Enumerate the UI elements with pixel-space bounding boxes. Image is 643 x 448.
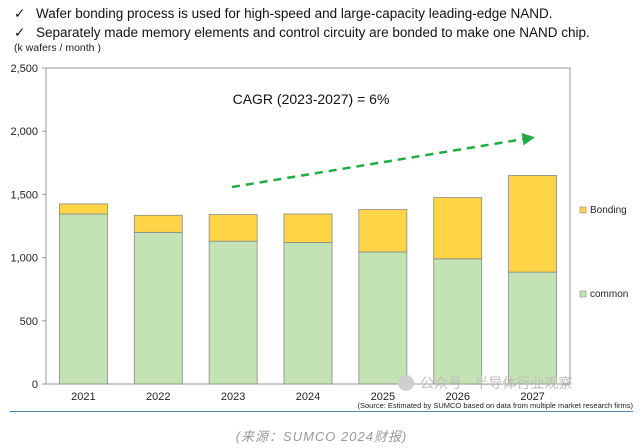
caption: (来源：SUMCO 2024财报): [235, 429, 408, 444]
legend-swatch-bonding: [579, 206, 587, 214]
y-tick-label: 1,000: [10, 253, 38, 265]
bar-bonding-2024: [283, 213, 333, 243]
divider: [10, 411, 633, 412]
bar-common-2026: [433, 258, 483, 385]
bar-common-2023: [208, 240, 258, 385]
bar-bonding-2022: [133, 214, 183, 233]
bullet-item: ✓ Separately made memory elements and con…: [14, 23, 590, 42]
watermark: 公众号 · 半导体行业观察: [398, 373, 572, 393]
checkmark-icon: ✓: [14, 25, 26, 40]
checkmark-icon: ✓: [14, 6, 26, 21]
bar-common-2022: [133, 231, 183, 385]
legend-swatch-common: [579, 290, 587, 298]
legend-label-common: common: [590, 289, 628, 300]
x-tick-label: 2024: [296, 391, 320, 403]
y-tick-label: 2,500: [10, 63, 38, 75]
bullet-list: ✓ Wafer bonding process is used for high-…: [14, 4, 590, 42]
y-tick-label: 0: [32, 379, 38, 391]
bar-bonding-2023: [208, 214, 258, 242]
bullet-text: Separately made memory elements and cont…: [36, 25, 590, 40]
bullet-item: ✓ Wafer bonding process is used for high-…: [14, 4, 590, 23]
bar-common-2027: [508, 271, 557, 385]
watermark-text: 公众号 · 半导体行业观察: [420, 375, 573, 391]
bar-bonding-2021: [59, 203, 108, 215]
x-tick-label: 2025: [371, 391, 395, 403]
y-tick-label: 2,000: [10, 126, 38, 138]
trend-arrow: [231, 133, 535, 189]
x-tick-label: 2022: [146, 391, 170, 403]
y-unit-label: (k wafers / month ): [14, 42, 101, 54]
source-note: (Source: Estimated by SUMCO based on dat…: [357, 401, 633, 410]
cagr-annotation: CAGR (2023-2027) = 6%: [233, 91, 390, 107]
x-tick-label: 2023: [221, 391, 245, 403]
y-tick-label: 500: [20, 316, 38, 328]
bar-bonding-2026: [433, 197, 483, 260]
x-tick-label: 2027: [520, 391, 544, 403]
y-tick-label: 1,500: [10, 189, 38, 201]
bar-bonding-2027: [508, 175, 557, 273]
bar-common-2025: [358, 251, 408, 385]
x-tick-label: 2021: [71, 391, 95, 403]
bullet-text: Wafer bonding process is used for high-s…: [36, 6, 553, 21]
wechat-icon: [398, 375, 414, 391]
x-tick-label: 2026: [445, 391, 469, 403]
bar-common-2021: [59, 213, 108, 385]
bar-common-2024: [283, 242, 333, 385]
legend-label-bonding: Bonding: [590, 205, 627, 216]
bar-bonding-2025: [358, 209, 408, 253]
